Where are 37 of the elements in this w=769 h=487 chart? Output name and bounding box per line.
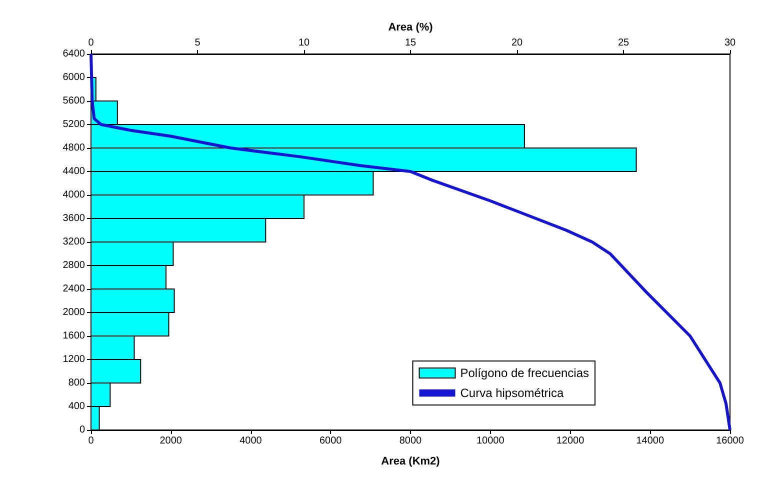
x2-tick-label: 30	[724, 38, 736, 48]
x2-tick-label: 25	[618, 38, 630, 48]
y-tick-label: 4800	[62, 142, 86, 154]
y-tick-label: 5200	[62, 119, 86, 130]
y-tick-label: 2000	[62, 307, 86, 318]
x2-axis-title: Area (%)	[388, 22, 434, 34]
x-tick-label: 10000	[476, 436, 505, 446]
x-tick-label: 12000	[556, 436, 585, 446]
x2-tick-label: 0	[88, 38, 94, 48]
y-tick-label: 1600	[62, 330, 86, 342]
y-tick-label: 4000	[62, 190, 86, 200]
legend-label: Curva hipsométrica	[460, 386, 564, 400]
x-tick-label: 2000	[160, 436, 182, 446]
y-tick-label: 4400	[62, 166, 86, 177]
legend-label: Polígono de frecuencias	[460, 366, 590, 380]
x-axis-title: Area (Km2)	[381, 456, 440, 468]
x2-tick-label: 10	[298, 38, 310, 48]
x-tick-label: 4000	[240, 436, 262, 446]
y-tick-label: 800	[68, 378, 86, 388]
x-tick-label: 8000	[399, 436, 422, 446]
y-tick-label: 0	[79, 424, 86, 436]
y-tick-label: 2800	[62, 260, 86, 271]
y-tick-label: 3200	[62, 236, 86, 248]
x-tick-label: 6000	[320, 436, 342, 446]
x-tick-label: 16000	[716, 436, 744, 446]
y-tick-label: 3600	[62, 213, 86, 224]
y-tick-label: 5600	[62, 96, 86, 106]
x-tick-label: 14000	[636, 436, 664, 446]
x2-tick-label: 5	[194, 38, 201, 48]
x-tick-label: 0	[88, 436, 94, 446]
y-tick-label: 6400	[62, 48, 86, 60]
y-tick-label: 2400	[62, 284, 86, 294]
y-tick-label: 400	[68, 401, 86, 412]
y-tick-label: 1200	[62, 354, 86, 365]
y-tick-label: 6000	[62, 72, 86, 83]
x2-tick-label: 15	[404, 38, 416, 48]
x2-tick-label: 20	[511, 38, 523, 48]
